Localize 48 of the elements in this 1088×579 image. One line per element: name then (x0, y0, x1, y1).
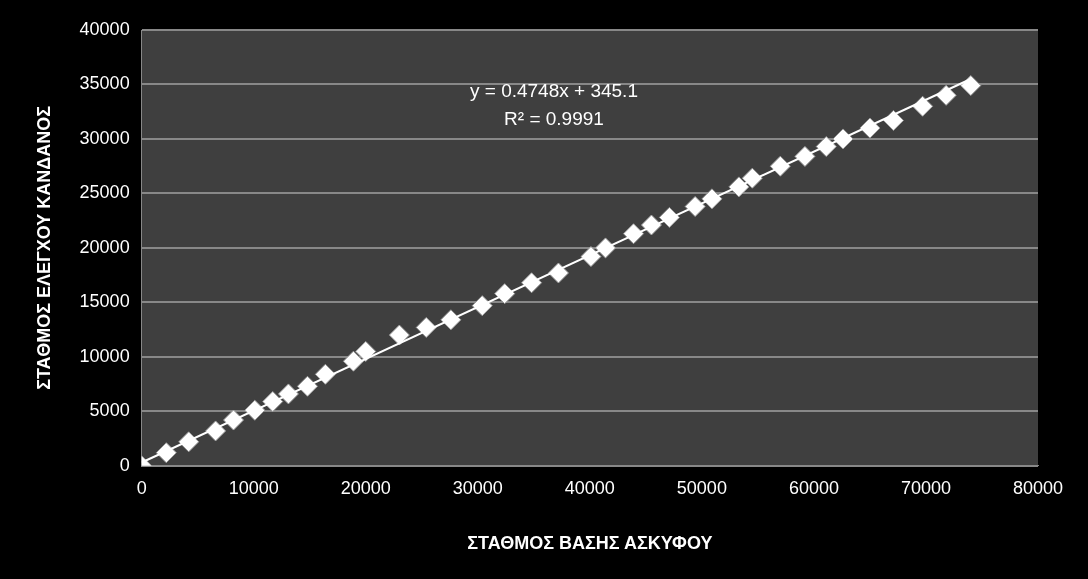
x-tick-label: 30000 (452, 477, 503, 498)
point (277, 383, 299, 405)
x-tick-label: 10000 (228, 477, 279, 498)
point (960, 75, 982, 97)
point (355, 340, 377, 362)
point (815, 136, 837, 158)
point (684, 196, 706, 217)
y-tick-label: 20000 (79, 236, 130, 257)
point (342, 350, 364, 372)
x-tick-label: 60000 (788, 477, 839, 498)
point (262, 391, 284, 413)
point (388, 324, 410, 346)
annotation: y = 0.4748x + 345.1 (469, 80, 638, 102)
point (223, 409, 245, 431)
point (314, 363, 336, 385)
y-tick-label: 0 (119, 454, 130, 475)
point (521, 272, 543, 294)
point (547, 262, 569, 284)
x-tick-label: 50000 (676, 477, 727, 498)
point (935, 84, 957, 106)
point (205, 420, 227, 442)
point (623, 223, 645, 245)
y-tick-label: 30000 (79, 127, 130, 148)
y-tick-label: 10000 (79, 345, 130, 366)
y-tick-label: 35000 (79, 73, 130, 94)
point (741, 167, 763, 189)
annotation: R² = 0.9991 (504, 108, 604, 130)
point (580, 246, 602, 268)
y-tick-label: 5000 (89, 400, 130, 421)
y-tick-label: 15000 (79, 291, 130, 312)
point (794, 145, 816, 167)
x-tick-label: 80000 (1012, 477, 1064, 498)
y-tick-label: 25000 (79, 182, 130, 203)
point (471, 295, 493, 317)
point (640, 214, 662, 236)
point (912, 95, 934, 117)
point (595, 237, 617, 259)
x-tick-label: 20000 (340, 477, 391, 498)
x-tick-label: 0 (136, 477, 147, 498)
y-tick-label: 40000 (79, 18, 130, 39)
point (415, 316, 437, 338)
point (178, 431, 200, 453)
y-axis-title: ΣΤΑΘΜΟΣ ΕΛΕΓΧΟΥ ΚΑΝΔΑΝΟΣ (33, 105, 54, 390)
point (769, 155, 791, 177)
x-tick-label: 40000 (564, 477, 615, 498)
x-tick-label: 70000 (900, 477, 951, 498)
point (296, 375, 318, 397)
x-axis-title: ΣΤΑΘΜΟΣ ΒΑΣΗΣ ΑΣΚΥΦΟΥ (467, 533, 713, 554)
